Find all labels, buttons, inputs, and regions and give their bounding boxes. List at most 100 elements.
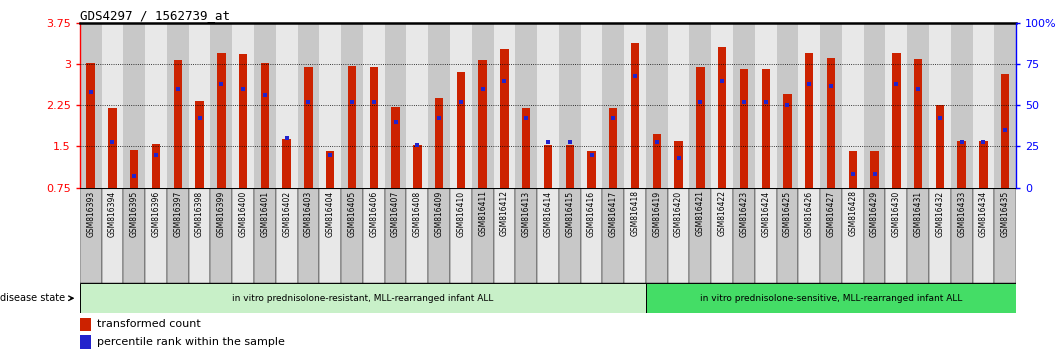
Bar <box>109 108 117 188</box>
Text: GSM816409: GSM816409 <box>434 190 444 237</box>
Bar <box>566 145 573 188</box>
Point <box>496 78 513 84</box>
Bar <box>689 23 711 188</box>
Point <box>604 116 621 121</box>
Bar <box>625 23 646 188</box>
Bar <box>798 188 820 283</box>
Text: GSM816430: GSM816430 <box>892 190 901 237</box>
Bar <box>494 188 515 283</box>
Point <box>735 99 752 105</box>
Bar <box>559 23 581 188</box>
Bar <box>413 145 421 188</box>
Bar <box>450 188 471 283</box>
Bar <box>101 23 123 188</box>
Bar <box>363 188 385 283</box>
Text: GSM816407: GSM816407 <box>392 190 400 237</box>
Bar <box>559 188 581 283</box>
Point <box>779 103 796 108</box>
Bar <box>762 69 770 188</box>
Text: GSM816435: GSM816435 <box>1001 190 1010 237</box>
Bar <box>783 95 792 188</box>
Bar <box>342 188 363 283</box>
Point <box>82 89 99 95</box>
Point <box>321 152 338 158</box>
Bar <box>86 63 95 188</box>
Bar <box>276 23 298 188</box>
Bar <box>609 108 617 188</box>
Bar <box>537 23 559 188</box>
Bar <box>494 23 515 188</box>
Bar <box>392 107 400 188</box>
Text: transformed count: transformed count <box>97 319 200 329</box>
Point <box>975 139 992 144</box>
Text: GSM816423: GSM816423 <box>739 190 748 236</box>
Bar <box>929 188 951 283</box>
Bar <box>239 54 247 188</box>
Bar <box>581 188 602 283</box>
Text: GSM816413: GSM816413 <box>521 190 531 236</box>
Text: GSM816415: GSM816415 <box>565 190 575 236</box>
Text: GSM816410: GSM816410 <box>456 190 465 236</box>
Bar <box>167 188 188 283</box>
Bar <box>254 23 276 188</box>
Bar <box>471 188 494 283</box>
Bar <box>739 69 748 188</box>
Bar <box>885 23 908 188</box>
Text: GSM816403: GSM816403 <box>304 190 313 237</box>
Bar <box>935 105 944 188</box>
Bar <box>972 188 995 283</box>
Point <box>387 119 404 125</box>
Bar <box>319 23 342 188</box>
Bar <box>820 188 842 283</box>
Bar <box>668 23 689 188</box>
Bar <box>581 23 602 188</box>
Bar <box>864 188 885 283</box>
Text: GSM816393: GSM816393 <box>86 190 95 237</box>
Point <box>801 81 818 87</box>
Text: GSM816396: GSM816396 <box>151 190 161 237</box>
Point <box>126 173 143 179</box>
Text: GSM816414: GSM816414 <box>544 190 552 236</box>
Bar <box>711 23 733 188</box>
Bar <box>544 145 552 188</box>
Bar <box>870 151 879 188</box>
Bar <box>995 188 1016 283</box>
Bar <box>298 188 319 283</box>
Bar <box>196 102 203 188</box>
Bar <box>276 188 298 283</box>
Bar <box>101 188 123 283</box>
Bar <box>130 150 138 188</box>
Point <box>822 83 839 88</box>
Bar <box>798 23 820 188</box>
Text: GSM816420: GSM816420 <box>675 190 683 236</box>
Bar <box>951 23 972 188</box>
Text: GSM816411: GSM816411 <box>478 190 487 236</box>
Text: GSM816432: GSM816432 <box>935 190 945 236</box>
Point <box>648 139 665 144</box>
Bar <box>929 23 951 188</box>
Bar <box>754 188 777 283</box>
Bar <box>914 59 922 188</box>
Text: GSM816424: GSM816424 <box>761 190 770 236</box>
Point <box>627 73 644 79</box>
Bar <box>428 188 450 283</box>
Point <box>169 86 186 92</box>
Text: GSM816398: GSM816398 <box>195 190 204 236</box>
Bar <box>515 188 537 283</box>
Point <box>104 139 121 144</box>
Text: GSM816394: GSM816394 <box>107 190 117 237</box>
Bar <box>675 141 683 188</box>
Bar <box>217 53 226 188</box>
Bar <box>304 67 313 188</box>
Bar <box>348 66 356 188</box>
Bar <box>298 23 319 188</box>
Text: in vitro prednisolone-resistant, MLL-rearranged infant ALL: in vitro prednisolone-resistant, MLL-rea… <box>232 294 494 303</box>
Text: GSM816425: GSM816425 <box>783 190 792 236</box>
Bar <box>864 23 885 188</box>
Bar <box>842 23 864 188</box>
Bar <box>145 188 167 283</box>
Bar <box>282 139 290 188</box>
Bar <box>342 23 363 188</box>
Text: percentile rank within the sample: percentile rank within the sample <box>97 337 284 347</box>
Bar <box>652 135 661 188</box>
